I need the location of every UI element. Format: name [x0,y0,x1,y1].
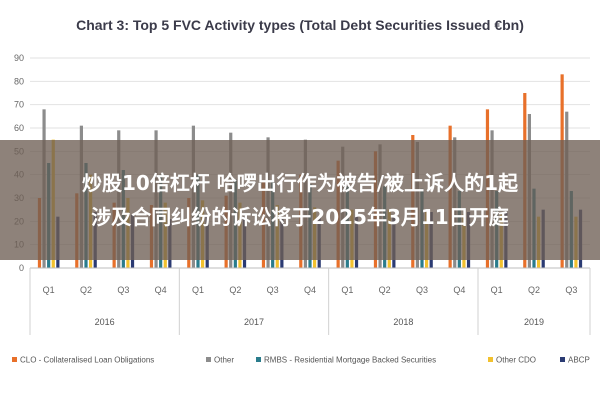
y-tick-label: 70 [14,100,24,110]
legend-label: ABCP [568,356,590,365]
chart-title: Chart 3: Top 5 FVC Activity types (Total… [76,17,524,33]
legend-label: Other CDO [496,356,536,365]
legend-swatch [12,357,17,362]
overlay-line-2: 涉及合同纠纷的诉讼将于2025年3月11日开庭 [91,205,509,229]
legend-swatch [206,357,211,362]
x-tick-label: Q3 [267,285,279,295]
x-tick-label: Q1 [192,285,204,295]
x-tick-label: Q3 [565,285,577,295]
overlay-line-1: 炒股10倍杠杆 哈啰出行作为被告/被上诉人的1起 [81,171,518,195]
x-tick-label: Q3 [416,285,428,295]
y-tick-label: 80 [14,76,24,86]
x-tick-label: Q4 [155,285,167,295]
legend: CLO - Collateralised Loan Obligations Oth… [12,356,590,365]
year-label: 2016 [95,317,115,327]
x-tick-label: Q4 [304,285,316,295]
overlay-banner: 炒股10倍杠杆 哈啰出行作为被告/被上诉人的1起 涉及合同纠纷的诉讼将于2025… [0,140,600,260]
x-tick-label: Q2 [379,285,391,295]
year-label: 2018 [393,317,413,327]
x-tick-label: Q2 [80,285,92,295]
legend-swatch [256,357,261,362]
x-tick-label: Q1 [341,285,353,295]
legend-label: CLO - Collateralised Loan Obligations [20,356,154,365]
legend-label: RMBS - Residential Mortgage Backed Secur… [264,356,436,365]
year-label: 2017 [244,317,264,327]
legend-label: Other [214,356,234,365]
x-tick-label: Q3 [117,285,129,295]
year-label: 2019 [524,317,544,327]
legend-swatch [488,357,493,362]
x-tick-label: Q4 [453,285,465,295]
x-axis: Q1 Q2 Q3 Q4 Q1 Q2 Q3 Q4 Q1 Q2 Q3 Q4 Q1 Q2 Q3 2016 2017 20… [29,267,591,335]
x-tick-label: Q1 [491,285,503,295]
x-tick-label: Q2 [229,285,241,295]
y-tick-label: 0 [19,263,24,273]
x-tick-label: Q2 [528,285,540,295]
y-tick-label: 60 [14,123,24,133]
x-tick-label: Q1 [43,285,55,295]
overlay-text: 炒股10倍杠杆 哈啰出行作为被告/被上诉人的1起 涉及合同纠纷的诉讼将于2025… [10,166,590,234]
legend-swatch [560,357,565,362]
y-tick-label: 90 [14,53,24,63]
